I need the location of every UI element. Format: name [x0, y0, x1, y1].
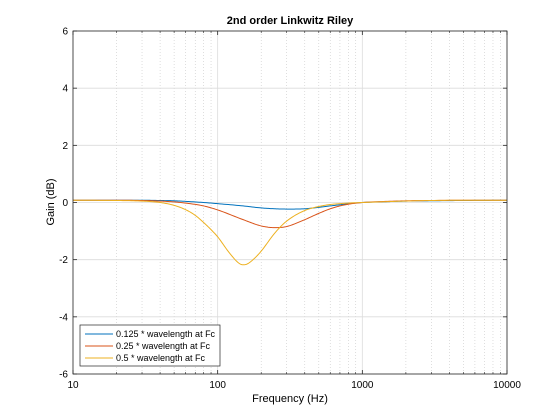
y-tick-label: -2 — [59, 255, 68, 266]
y-axis-label: Gain (dB) — [45, 178, 57, 225]
legend-label-series-1: 0.125 * wavelength at Fc — [116, 329, 216, 339]
legend-box — [79, 324, 221, 367]
legend-label-series-3: 0.5 * wavelength at Fc — [116, 353, 206, 363]
y-tick-label: 4 — [62, 84, 68, 95]
x-tick-label: 10 — [67, 380, 79, 391]
series-lines — [72, 199, 508, 266]
chart-title: 2nd order Linkwitz Riley — [227, 15, 354, 27]
legend-label-series-2: 0.25 * wavelength at Fc — [116, 341, 211, 351]
legend: 0.125 * wavelength at Fc 0.25 * waveleng… — [79, 324, 221, 367]
y-tick-label: -6 — [59, 370, 68, 381]
x-tick-label: 10000 — [493, 380, 521, 391]
x-axis-label: Frequency (Hz) — [252, 393, 328, 405]
tick-labels: 10 100 1000 10000 -6 -4 -2 0 2 4 6 — [59, 27, 521, 392]
series-line-3 — [72, 199, 507, 266]
plot-frame — [72, 30, 508, 375]
x-tick-label: 1000 — [351, 380, 374, 391]
y-tick-label: 0 — [62, 198, 68, 209]
y-tick-label: 2 — [62, 141, 68, 152]
y-tick-label: -4 — [59, 312, 68, 323]
y-tick-label: 6 — [62, 27, 68, 38]
x-tick-label: 100 — [209, 380, 226, 391]
